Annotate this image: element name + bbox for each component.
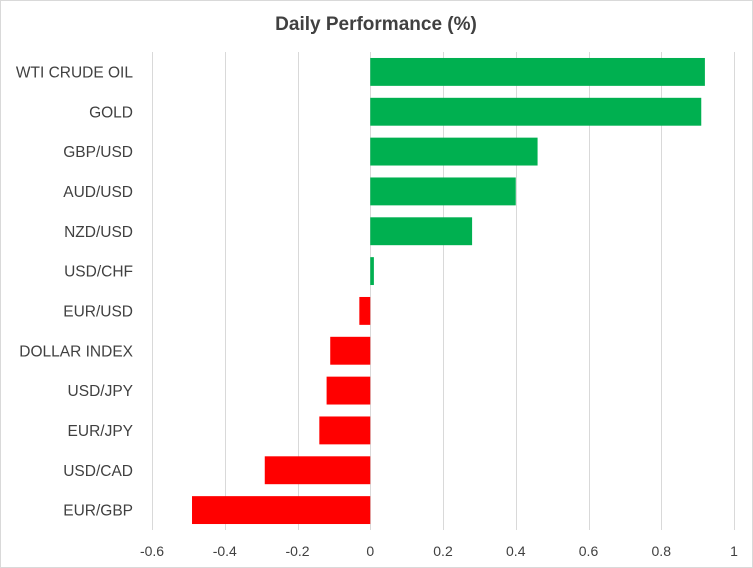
- bar-eur-jpy: [319, 416, 371, 445]
- category-label: USD/CAD: [63, 463, 133, 480]
- chart-title: Daily Performance (%): [275, 14, 477, 35]
- bar-gold: [370, 97, 702, 126]
- x-tick-label: -0.2: [285, 543, 309, 559]
- category-label: WTI CRUDE OIL: [16, 64, 133, 81]
- category-label: USD/JPY: [68, 383, 133, 400]
- x-tick-label: -0.4: [213, 543, 237, 559]
- x-tick-label: 1: [730, 543, 738, 559]
- bar-dollar-index: [330, 336, 371, 365]
- x-tick-label: 0: [366, 543, 374, 559]
- category-label: DOLLAR INDEX: [19, 343, 133, 360]
- bar-usd-chf: [370, 257, 374, 286]
- bar-aud-usd: [370, 177, 516, 206]
- category-label: EUR/USD: [63, 303, 133, 320]
- category-label: EUR/GBP: [63, 503, 133, 520]
- x-tick-label: -0.6: [140, 543, 164, 559]
- category-label: GOLD: [89, 104, 133, 121]
- bar-usd-jpy: [326, 376, 371, 405]
- bar-usd-cad: [264, 456, 371, 485]
- value-axis: -0.6 -0.4 -0.2 0 0.2 0.4 0.6 0.8 1: [140, 543, 738, 559]
- x-tick-label: 0.8: [652, 543, 672, 559]
- bar-nzd-usd: [370, 217, 473, 246]
- x-tick-label: 0.4: [506, 543, 526, 559]
- bar-wti-crude-oil: [370, 57, 705, 86]
- bar-eur-usd: [359, 296, 371, 325]
- category-axis: WTI CRUDE OIL GOLD GBP/USD AUD/USD NZD/USD US…: [16, 64, 134, 519]
- bar-eur-gbp: [192, 496, 371, 525]
- grid-lines: [152, 52, 735, 530]
- category-label: GBP/USD: [63, 144, 133, 161]
- bar-series: [192, 57, 705, 525]
- category-label: AUD/USD: [63, 184, 133, 201]
- x-tick-label: 0.2: [433, 543, 453, 559]
- category-label: NZD/USD: [64, 224, 133, 241]
- category-label: USD/CHF: [64, 264, 133, 281]
- bar-gbp-usd: [370, 137, 538, 166]
- x-tick-label: 0.6: [579, 543, 599, 559]
- category-label: EUR/JPY: [68, 423, 133, 440]
